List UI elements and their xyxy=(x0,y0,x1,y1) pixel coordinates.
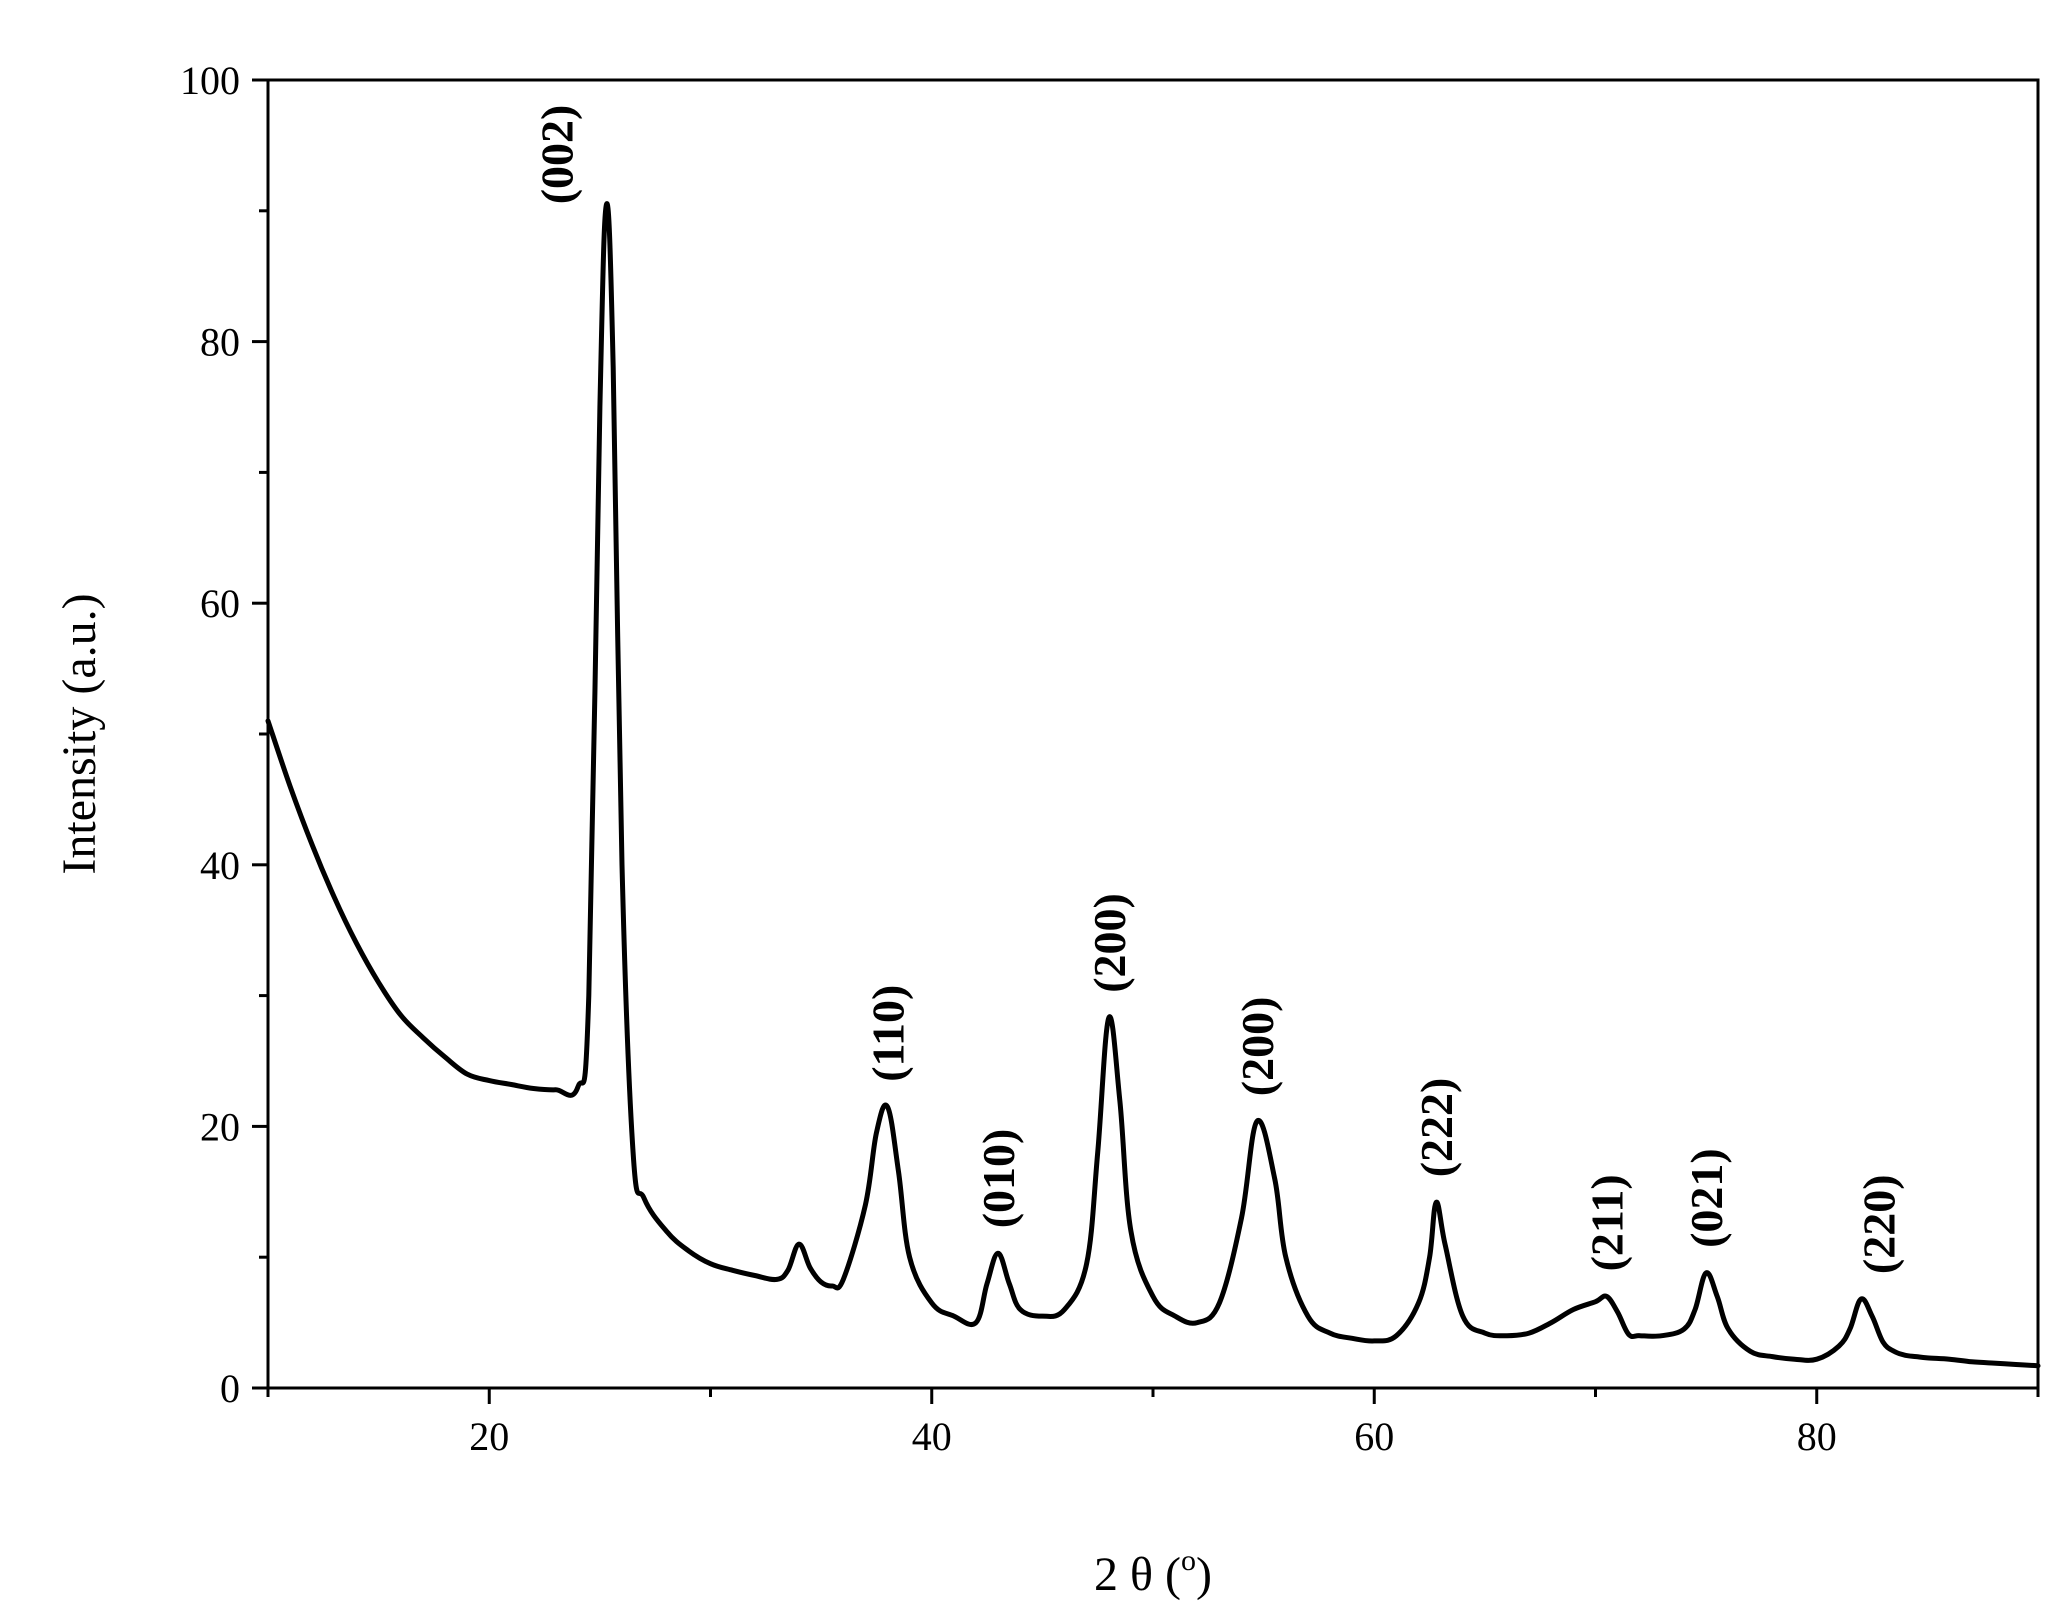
y-tick-label: 20 xyxy=(200,1104,240,1149)
ticks-group: 0 20 40 60 80 100 20 40 60 80 xyxy=(180,58,2040,1459)
peak-label: (222) xyxy=(1411,1078,1462,1178)
peak-label: (021) xyxy=(1681,1148,1732,1248)
peak-label: (002) xyxy=(532,105,583,205)
x-tick-label: 80 xyxy=(1797,1414,1837,1459)
y-tick-label: 100 xyxy=(180,58,240,103)
x-tick-label: 20 xyxy=(469,1414,509,1459)
x-tick-label: 40 xyxy=(912,1414,952,1459)
x-tick-label: 60 xyxy=(1354,1414,1394,1459)
peak-labels-group: (002) (110) (010) (200) (200) (222) (211) (021)… xyxy=(532,105,1905,1274)
plot-area xyxy=(265,201,2041,1369)
x-axis-label-main: 2 θ ( xyxy=(1094,1548,1181,1601)
y-tick-label: 40 xyxy=(200,843,240,888)
peak-label: (200) xyxy=(1084,893,1135,993)
peak-label: (220) xyxy=(1854,1174,1905,1274)
peak-label: (200) xyxy=(1232,997,1283,1097)
peak-label: (010) xyxy=(973,1129,1024,1229)
y-tick-label: 60 xyxy=(200,581,240,626)
y-axis-label: Intensity (a.u.) xyxy=(53,593,106,874)
peak-label: (110) xyxy=(863,985,914,1082)
x-axis-label-unit: o xyxy=(1181,1544,1196,1577)
xrd-pattern-line xyxy=(265,201,2041,1369)
y-tick-label: 80 xyxy=(200,320,240,365)
y-tick-label: 0 xyxy=(220,1366,240,1411)
axes-group xyxy=(266,78,2040,1390)
peak-label: (211) xyxy=(1582,1174,1633,1271)
plot-frame xyxy=(266,78,2040,1390)
x-axis-label: 2 θ (o) xyxy=(1094,1544,1212,1601)
x-axis-label-close: ) xyxy=(1196,1548,1212,1601)
